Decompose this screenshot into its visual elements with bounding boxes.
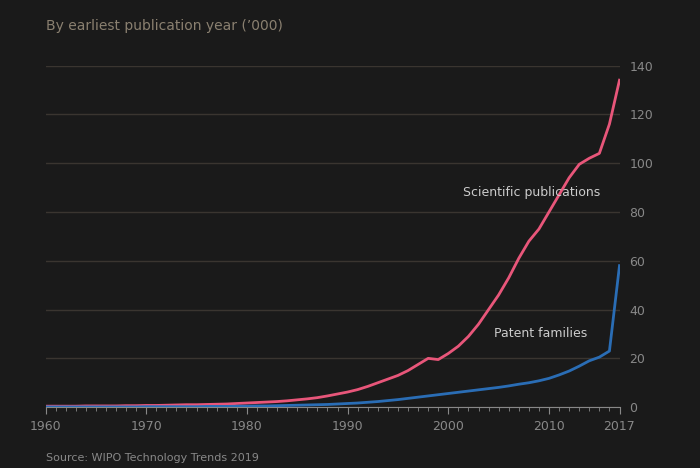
Text: Source: WIPO Technology Trends 2019: Source: WIPO Technology Trends 2019 [46, 453, 258, 463]
Text: Scientific publications: Scientific publications [463, 186, 601, 199]
Text: By earliest publication year (’000): By earliest publication year (’000) [46, 19, 282, 33]
Text: Patent families: Patent families [494, 328, 587, 340]
